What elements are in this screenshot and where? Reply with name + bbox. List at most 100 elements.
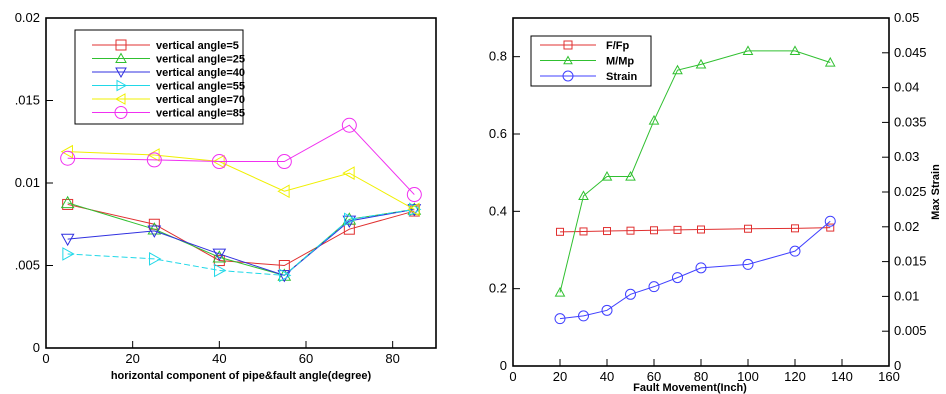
right-data-point: [824, 56, 836, 67]
right-data-point: [556, 227, 564, 236]
right-data-point: [789, 245, 801, 257]
left-series-line: [67, 151, 415, 210]
right-legend-marker: [563, 40, 573, 50]
right-y2-tick-label: 0.015: [894, 254, 927, 269]
left-data-point: [344, 212, 357, 227]
right-data-point: [601, 171, 613, 181]
right-legend-label: M/Mp: [606, 56, 634, 68]
right-x-tick-label: 80: [694, 369, 708, 384]
left-x-tick-label: 60: [299, 351, 313, 366]
chart-right: 0 0.2 0.4 0.6 0.8 0 0.005 0.01 0.015 0.02 0.025 0.…: [489, 10, 942, 394]
left-y-tick-label: .005: [15, 258, 40, 273]
right-data-point: [824, 215, 836, 227]
left-data-point: [276, 154, 292, 170]
left-data-point: [409, 202, 422, 217]
right-data-point: [672, 272, 683, 284]
left-data-point: [214, 263, 227, 278]
left-data-point: [406, 187, 422, 203]
right-data-point: [673, 225, 682, 234]
right-legend-label: F/Fp: [606, 40, 629, 52]
right-x-tick-label: 120: [784, 369, 806, 384]
right-data-point: [742, 45, 754, 55]
left-data-point: [212, 250, 227, 263]
right-y-tick-label: 0.2: [489, 281, 507, 296]
right-y2-tick-label: 0.03: [894, 149, 919, 164]
right-y2-tick-label: 0.02: [894, 219, 919, 234]
left-series-line: [67, 202, 415, 276]
right-data-point: [625, 171, 636, 181]
left-legend-box: [74, 29, 244, 125]
right-series-line: [559, 50, 831, 293]
right-data-point: [789, 45, 801, 55]
left-legend-marker: [115, 67, 127, 79]
left-x-tick-label: 0: [42, 351, 49, 366]
left-legend-marker: [115, 39, 127, 51]
right-legend-marker: [562, 70, 574, 82]
left-data-point: [342, 166, 355, 180]
chart-left: 0 .005 0.01 .015 0.02 0 20 40 60 80 horizontal c…: [15, 10, 437, 382]
right-data-point: [695, 262, 707, 274]
left-data-point: [60, 150, 76, 166]
right-y2-tick-label: 0.025: [894, 184, 927, 199]
left-legend-label: vertical angle=5: [156, 40, 239, 52]
left-y-tick-label: 0: [33, 340, 40, 355]
left-data-point: [279, 268, 292, 283]
left-legend-marker: [116, 79, 128, 92]
right-data-point: [626, 226, 635, 235]
right-y2-tick-label: 0.045: [894, 45, 927, 60]
left-legend-label: vertical angle=85: [156, 108, 245, 120]
right-data-point: [648, 281, 660, 293]
left-data-point: [60, 144, 73, 159]
right-y2-tick-label: 0.05: [894, 10, 919, 25]
right-x-axis-label: Fault Movement(Inch): [633, 382, 747, 394]
left-series-line: [67, 208, 415, 276]
left-legend-label: vertical angle=25: [156, 54, 245, 66]
left-x-tick-label: 40: [212, 351, 226, 366]
right-y-tick-label: 0.6: [489, 126, 507, 141]
right-data-point: [697, 225, 705, 234]
right-legend: F/Fp M/Mp Strain: [530, 35, 652, 87]
left-data-point: [60, 233, 75, 247]
left-legend-label: vertical angle=55: [156, 81, 245, 93]
right-data-point: [672, 64, 683, 75]
right-data-point: [648, 114, 660, 125]
right-legend-marker: [563, 55, 573, 65]
left-legend-marker: [114, 106, 128, 119]
right-x-tick-label: 60: [647, 369, 661, 384]
left-y-tick-label: .015: [15, 93, 40, 108]
left-data-point: [212, 248, 227, 261]
left-data-point: [407, 202, 422, 215]
left-legend-label: vertical angle=70: [156, 94, 245, 106]
left-data-point: [407, 204, 422, 217]
right-x-tick-label: 0: [509, 369, 516, 384]
right-y2-axis-label: Max Strain: [930, 164, 942, 220]
left-legend-marker: [114, 93, 126, 105]
right-x-tick-label: 100: [737, 369, 759, 384]
right-data-point: [826, 223, 835, 232]
left-data-point: [62, 247, 75, 261]
right-series-line: [559, 227, 831, 233]
right-data-point: [695, 58, 707, 69]
right-y2-tick-label: 0.04: [894, 80, 919, 95]
right-x-tick-label: 160: [878, 369, 900, 384]
right-x-tick-label: 20: [553, 369, 567, 384]
left-legend-marker: [115, 52, 127, 63]
right-series-line: [559, 220, 831, 320]
left-data-point: [277, 184, 290, 199]
left-legend-label: vertical angle=40: [156, 67, 245, 79]
right-data-point: [601, 304, 613, 316]
right-data-point: [742, 258, 754, 270]
left-data-point: [60, 195, 75, 209]
right-y-tick-label: 0.8: [489, 49, 507, 64]
left-data-point: [149, 252, 162, 266]
right-data-point: [625, 288, 636, 300]
left-series-line: [67, 203, 415, 267]
right-y-tick-label: 0: [500, 358, 507, 373]
right-y2-tick-label: 0.035: [894, 114, 927, 129]
left-y-tick-label: 0.01: [15, 175, 40, 190]
left-data-point: [147, 225, 162, 238]
right-data-point: [554, 313, 566, 325]
right-data-point: [791, 224, 799, 233]
